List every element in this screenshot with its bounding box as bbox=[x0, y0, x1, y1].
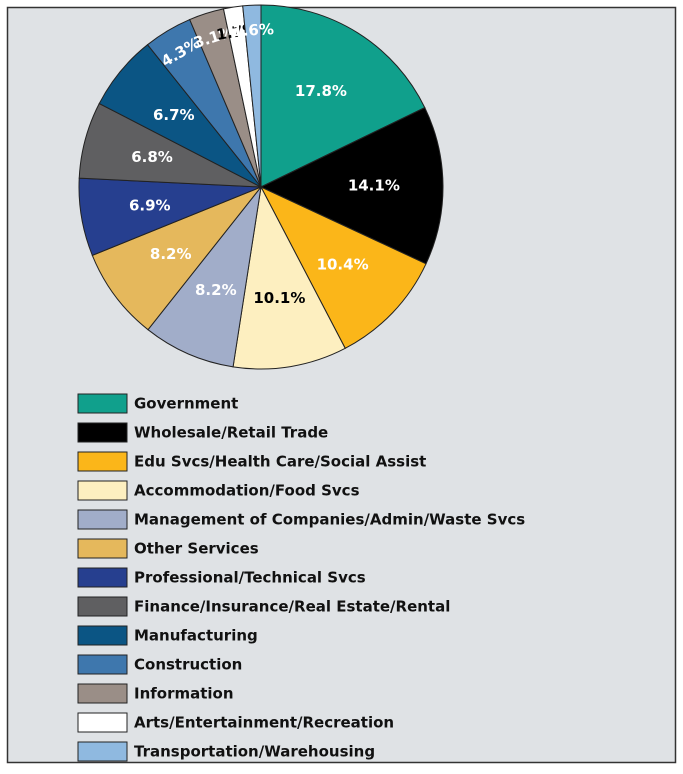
pie-slice bbox=[259, 185, 427, 350]
legend-swatch bbox=[77, 741, 128, 762]
legend-swatch bbox=[77, 683, 128, 704]
legend-label: Other Services bbox=[134, 540, 259, 558]
slice-label: 6.9% bbox=[129, 196, 171, 214]
slice-label: 10.1% bbox=[253, 289, 305, 307]
legend-swatch bbox=[77, 567, 128, 588]
legend-swatch bbox=[77, 480, 128, 501]
slice-label: 14.1% bbox=[348, 177, 400, 195]
legend-swatch bbox=[77, 422, 128, 443]
pie-slice bbox=[232, 185, 346, 370]
legend-swatch bbox=[77, 712, 128, 733]
pie-slice bbox=[242, 4, 262, 188]
slice-label: 10.4% bbox=[317, 255, 369, 273]
legend-swatch bbox=[77, 509, 128, 530]
legend-label: Accommodation/Food Svcs bbox=[134, 482, 360, 500]
pie-slice bbox=[147, 185, 262, 368]
legend-label: Edu Svcs/Health Care/Social Assist bbox=[134, 453, 426, 471]
legend-label: Management of Companies/Admin/Waste Svcs bbox=[134, 511, 525, 529]
slice-label: 17.8% bbox=[295, 82, 347, 100]
legend-label: Manufacturing bbox=[134, 627, 258, 645]
legend-label: Arts/Entertainment/Recreation bbox=[134, 714, 394, 732]
legend-swatch bbox=[77, 625, 128, 646]
slice-label: 6.8% bbox=[131, 148, 173, 166]
legend-swatch bbox=[77, 596, 128, 617]
legend-swatch bbox=[77, 654, 128, 675]
slice-label: 8.2% bbox=[195, 281, 237, 299]
slice-label: 1.6% bbox=[232, 20, 274, 40]
slice-label: 8.2% bbox=[150, 245, 192, 263]
legend-label: Transportation/Warehousing bbox=[134, 743, 375, 761]
pie-slice bbox=[260, 4, 426, 188]
pie-slice bbox=[91, 185, 263, 331]
legend-label: Information bbox=[134, 685, 234, 703]
legend-swatch bbox=[77, 451, 128, 472]
legend-label: Government bbox=[134, 395, 238, 413]
legend-label: Wholesale/Retail Trade bbox=[134, 424, 328, 442]
legend-swatch bbox=[77, 393, 128, 414]
legend-label: Construction bbox=[134, 656, 242, 674]
legend-label: Finance/Insurance/Real Estate/Rental bbox=[134, 598, 450, 616]
legend-swatch bbox=[77, 538, 128, 559]
legend-label: Professional/Technical Svcs bbox=[134, 569, 366, 587]
pie-slice bbox=[259, 106, 444, 265]
slice-label: 6.7% bbox=[153, 106, 195, 124]
